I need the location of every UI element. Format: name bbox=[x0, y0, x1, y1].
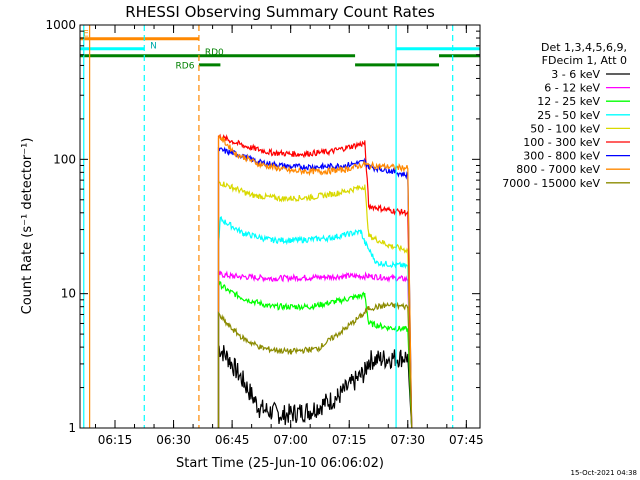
chart-title: RHESSI Observing Summary Count Rates bbox=[125, 3, 435, 21]
x-tick-label: 06:15 bbox=[98, 433, 133, 447]
flag-layer: N RD0 RD6 E bbox=[80, 30, 480, 71]
flag-label: E bbox=[83, 30, 89, 40]
axis-layer: 06:15 06:30 06:45 07:00 07:15 07:30 07:45 1 10 10… bbox=[45, 18, 483, 447]
series-line-4 bbox=[217, 180, 413, 429]
y-tick-label: 100 bbox=[53, 152, 76, 166]
legend: Det 1,3,4,5,6,9,FDecim 1, Att 03 - 6 keV… bbox=[502, 41, 630, 190]
legend-label: 25 - 50 keV bbox=[537, 109, 600, 122]
legend-label: 7000 - 15000 keV bbox=[502, 177, 600, 190]
legend-header: FDecim 1, Att 0 bbox=[542, 54, 627, 67]
x-tick-label: 06:45 bbox=[215, 433, 250, 447]
series-line-3 bbox=[217, 215, 413, 429]
legend-label: 3 - 6 keV bbox=[551, 68, 600, 81]
x-tick-label: 06:30 bbox=[156, 433, 191, 447]
legend-label: 6 - 12 keV bbox=[544, 82, 600, 95]
vertical-line-layer bbox=[83, 25, 454, 428]
legend-label: 50 - 100 keV bbox=[530, 122, 600, 135]
series-line-0 bbox=[217, 345, 413, 429]
y-tick-label: 10 bbox=[61, 287, 76, 301]
series-layer bbox=[217, 133, 413, 429]
y-axis-title: Count Rate (s⁻¹ detector⁻¹) bbox=[20, 138, 35, 315]
series-line-8 bbox=[217, 301, 413, 429]
x-tick-label: 07:00 bbox=[273, 433, 308, 447]
plot-frame bbox=[79, 24, 481, 429]
footer-timestamp: 15-Oct-2021 04:38 bbox=[571, 469, 637, 477]
x-axis-title: Start Time (25-Jun-10 06:06:02) bbox=[176, 456, 384, 471]
flag-label: N bbox=[150, 41, 157, 51]
y-tick-label: 1 bbox=[68, 421, 76, 435]
series-line-7 bbox=[217, 135, 413, 429]
flag-label: RD0 bbox=[205, 48, 224, 58]
series-line-2 bbox=[217, 280, 413, 429]
legend-header: Det 1,3,4,5,6,9, bbox=[541, 41, 627, 54]
legend-label: 12 - 25 keV bbox=[537, 95, 600, 108]
legend-label: 100 - 300 keV bbox=[523, 136, 600, 149]
series-line-1 bbox=[217, 270, 413, 429]
series-line-5 bbox=[217, 133, 413, 429]
y-tick-label: 1000 bbox=[45, 18, 76, 32]
legend-label: 300 - 800 keV bbox=[523, 150, 600, 163]
flag-label: RD6 bbox=[176, 61, 195, 71]
x-tick-label: 07:45 bbox=[449, 433, 484, 447]
x-tick-label: 07:15 bbox=[332, 433, 367, 447]
series-line-6 bbox=[217, 146, 413, 429]
x-tick-label: 07:30 bbox=[390, 433, 425, 447]
legend-label: 800 - 7000 keV bbox=[516, 163, 600, 176]
